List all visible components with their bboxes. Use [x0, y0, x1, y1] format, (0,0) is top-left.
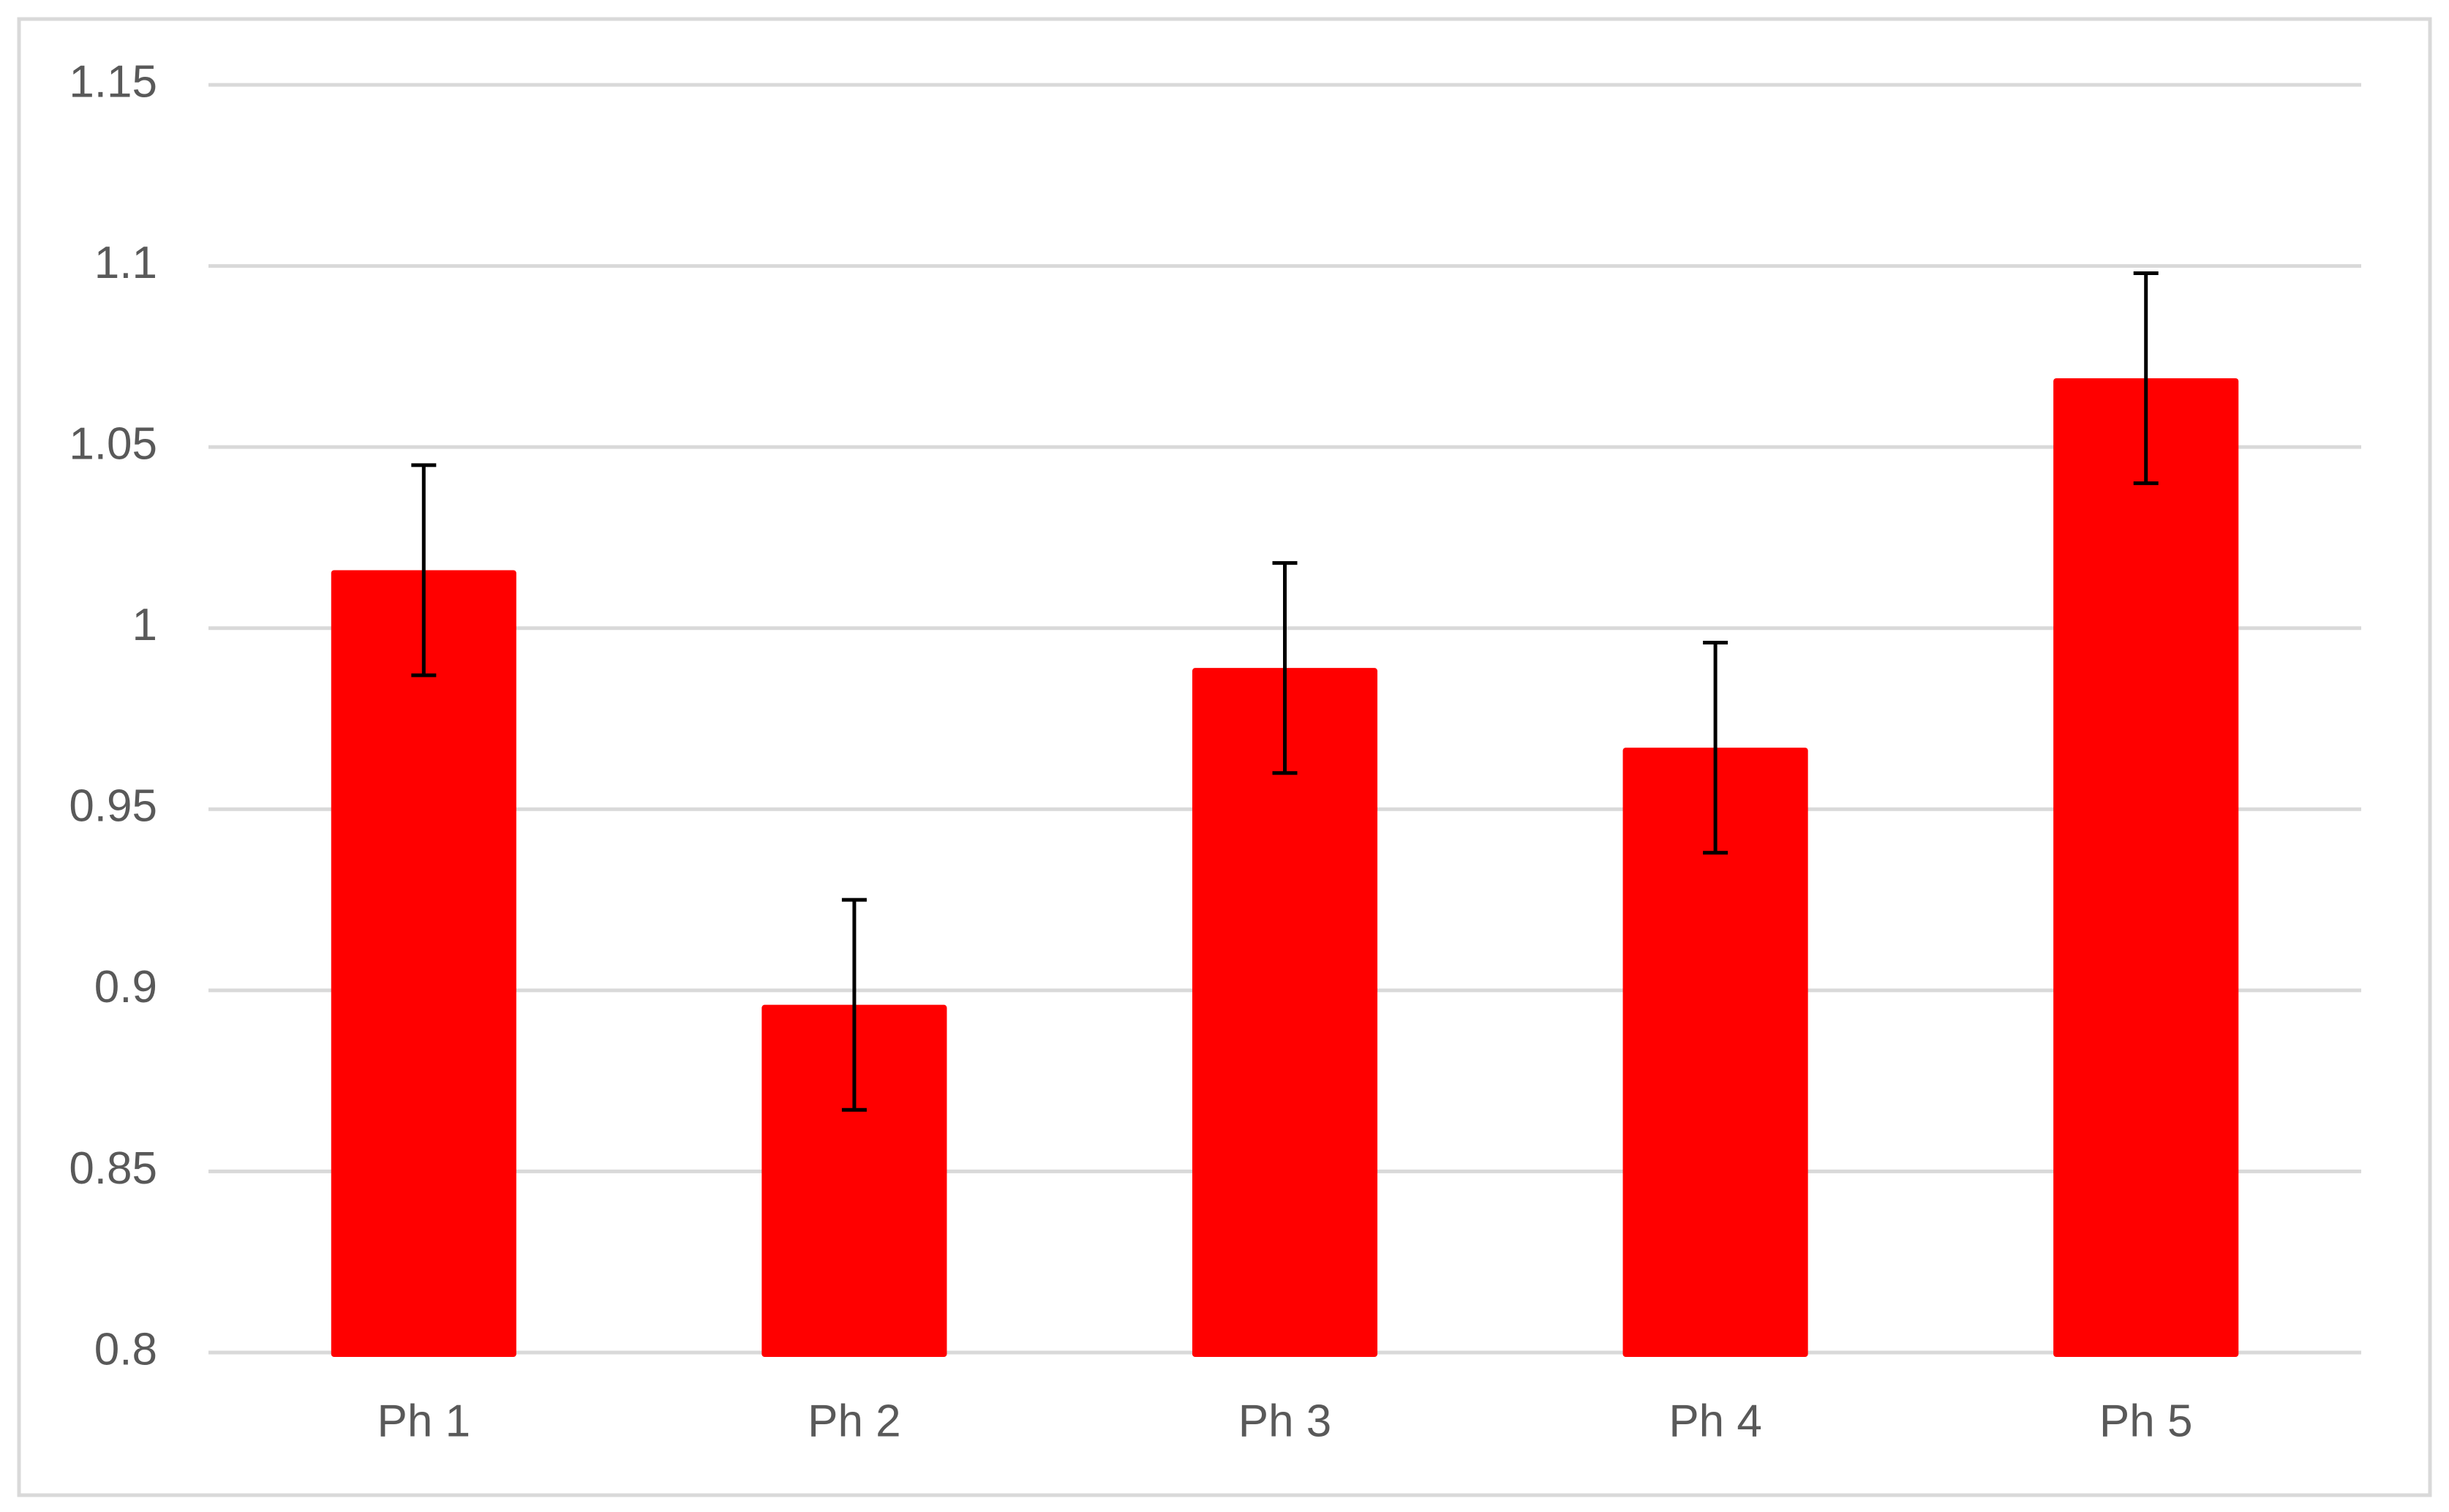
error-bar [1272, 561, 1298, 775]
x-tick-label: Ph 4 [1669, 1396, 1762, 1446]
y-tick-label: 0.8 [94, 1324, 157, 1374]
y-tick-label: 0.9 [94, 962, 157, 1012]
x-tick-label: Ph 1 [377, 1396, 471, 1446]
bar [1622, 748, 1808, 1357]
y-tick-label: 1.05 [69, 419, 157, 470]
bar [331, 570, 516, 1357]
x-tick-label: Ph 2 [808, 1396, 901, 1446]
x-tick-label: Ph 3 [1238, 1396, 1332, 1446]
error-bar [2133, 271, 2159, 486]
bar [761, 1004, 947, 1357]
y-tick-label: 1 [132, 600, 157, 650]
error-bar [411, 463, 437, 677]
y-tick-label: 0.85 [69, 1143, 157, 1194]
y-tick-label: 0.95 [69, 781, 157, 832]
bar [1192, 668, 1378, 1357]
x-tick-label: Ph 5 [2099, 1396, 2193, 1446]
bar [2053, 378, 2239, 1358]
error-bar [841, 898, 867, 1112]
y-tick-label: 1.1 [94, 238, 157, 288]
y-tick-label: 1.15 [69, 56, 157, 107]
error-bar [1703, 641, 1728, 855]
